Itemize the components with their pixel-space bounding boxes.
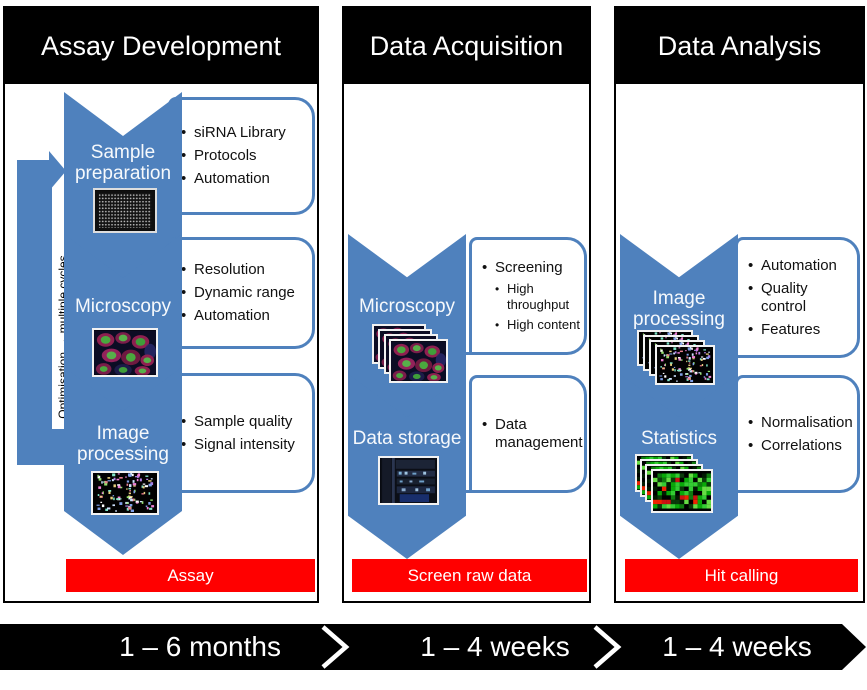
bullet-item: siRNA Library [181, 124, 308, 142]
bullet-text: Correlations [761, 436, 842, 454]
bullet-list: Resolution Dynamic range Automation [171, 240, 312, 346]
timeline-segment-label: 1 – 4 weeks [420, 631, 570, 662]
bullet-item: Automation [748, 257, 853, 275]
step-microscopy: Microscopy [348, 234, 466, 419]
bullet-list: Data management [472, 378, 584, 490]
column-header-title: Data Analysis [657, 30, 822, 61]
timeline-arrow-icon [0, 624, 866, 670]
column-header: Assay Development [5, 8, 317, 84]
column-data-acquisition: Data Acquisition Screening High throughp… [342, 6, 591, 603]
banner-hit-calling: Hit calling [625, 559, 858, 592]
bullet-item: Data management [482, 416, 583, 452]
bullet-item: Dynamic range [181, 284, 308, 302]
column-assay-development: Assay Development Optimisation → multipl… [3, 6, 319, 603]
callout-data-storage: Data management [452, 375, 587, 493]
microplate-image [93, 188, 157, 233]
sub-bullet-item: High throughput [495, 281, 580, 313]
chevron-separator-icon [321, 625, 350, 669]
bullet-item: Signal intensity [181, 436, 308, 454]
bullet-item: Screening High throughput High content [482, 259, 580, 333]
bullet-item: Sample quality [181, 413, 308, 431]
column-header-title: Assay Development [40, 30, 282, 61]
callout-microscopy: Screening High throughput High content [452, 237, 587, 355]
bullet-item: Correlations [748, 437, 853, 455]
step-label: Sample preparation [74, 142, 172, 184]
banner-assay: Assay [66, 559, 315, 592]
bullet-text: Signal intensity [194, 435, 295, 453]
step-label: Microscopy [358, 296, 456, 317]
segmented-cells-image [655, 345, 715, 385]
bullet-text: Automation [194, 170, 270, 187]
step-label: Microscopy [74, 296, 172, 317]
step-image-processing: Image processing [620, 234, 738, 419]
bullet-text: Features [761, 320, 821, 338]
segmented-cells-stack-image [637, 330, 715, 386]
bullet-list: Automation Quality control Features [738, 240, 857, 355]
sub-bullet-list: High throughput High content [495, 281, 580, 333]
bullet-text: Normalisation [761, 413, 853, 431]
step-label: Data storage [352, 428, 462, 449]
heatmap-stack-image [635, 454, 715, 514]
heatmap-image [651, 469, 713, 513]
bullet-text: Quality control [761, 279, 808, 315]
chevron-down-icon [64, 92, 182, 280]
callout-sample-preparation: siRNA Library Protocols Automation [151, 97, 315, 215]
bullet-item: Automation [181, 307, 308, 325]
step-label: Image processing [633, 288, 725, 330]
bullet-text: Sample quality [194, 412, 293, 430]
callout-microscopy: Resolution Dynamic range Automation [151, 237, 315, 349]
bullet-text: siRNA Library [194, 124, 286, 141]
bullet-item: Features [748, 321, 853, 339]
step-sample-preparation: Sample preparation [64, 92, 182, 280]
column-data-analysis: Data Analysis Automation Quality control… [614, 6, 865, 603]
callout-image-processing: Sample quality Signal intensity [151, 373, 315, 493]
bullet-item: Normalisation [748, 414, 853, 432]
bullet-text: Screening [495, 259, 563, 276]
step-label: Statistics [640, 428, 718, 449]
bullet-text: Automation [761, 256, 837, 274]
bullet-item: Protocols [181, 147, 308, 165]
optimisation-loop-arrow-icon [17, 151, 75, 465]
bullet-text: Data management [495, 416, 583, 451]
bullet-item: Automation [181, 170, 308, 188]
bullet-text: Dynamic range [194, 284, 295, 301]
timeline-segment-label: 1 – 4 weeks [662, 631, 812, 662]
step-image-processing: Image processing [64, 367, 182, 555]
banner-screen-raw-data: Screen raw data [352, 559, 587, 592]
step-statistics: Statistics [620, 374, 738, 559]
fluorescence-cells-image [92, 328, 158, 377]
callout-statistics: Normalisation Correlations [718, 375, 860, 493]
fluorescence-cells-image [389, 339, 448, 383]
timeline-segment-label: 1 – 6 months [119, 631, 281, 662]
bullet-list: siRNA Library Protocols Automation [171, 100, 312, 212]
timeline-bar: 1 – 6 months 1 – 4 weeks 1 – 4 weeks [0, 624, 867, 670]
step-microscopy: Microscopy [64, 234, 182, 422]
step-data-storage: Data storage [348, 374, 466, 559]
bullet-item: Resolution [181, 261, 308, 279]
column-header: Data Acquisition [344, 8, 589, 84]
segmented-cells-image [91, 471, 159, 515]
column-header: Data Analysis [616, 8, 863, 84]
bullet-text: Automation [194, 307, 270, 324]
callout-image-processing: Automation Quality control Features [718, 237, 860, 358]
bullet-list: Sample quality Signal intensity [171, 376, 312, 490]
bullet-list: Screening High throughput High content [472, 240, 584, 352]
bullet-list: Normalisation Correlations [738, 378, 857, 490]
bullet-text: Protocols [194, 147, 257, 164]
step-label: Image processing [77, 423, 169, 465]
bullet-item: Quality control [748, 280, 853, 316]
bullet-text: Resolution [194, 261, 265, 278]
column-header-title: Data Acquisition [369, 30, 564, 61]
chevron-separator-icon [593, 625, 622, 669]
sub-bullet-item: High content [495, 317, 580, 333]
fluorescence-cells-stack-image [372, 324, 450, 384]
server-rack-image [378, 456, 439, 505]
